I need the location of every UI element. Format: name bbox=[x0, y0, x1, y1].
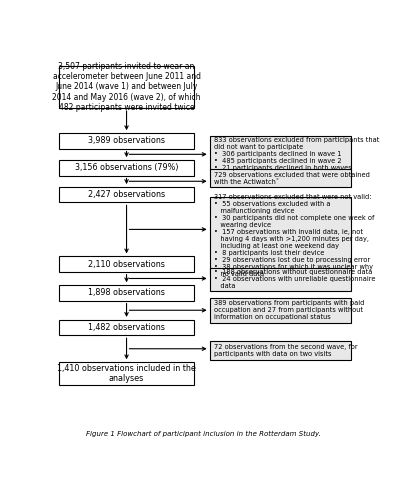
Bar bbox=[59, 187, 194, 202]
Bar bbox=[59, 66, 194, 108]
Text: 1,410 observations included in the
analyses: 1,410 observations included in the analy… bbox=[57, 364, 196, 384]
Bar bbox=[210, 268, 351, 291]
Bar bbox=[210, 341, 351, 360]
Text: 72 observations from the second wave, for
participants with data on two visits: 72 observations from the second wave, fo… bbox=[214, 344, 358, 357]
Text: Figure 1 Flowchart of participant inclusion in the Rotterdam Study.: Figure 1 Flowchart of participant inclus… bbox=[86, 431, 321, 438]
Text: 2,427 observations: 2,427 observations bbox=[88, 190, 165, 199]
Bar bbox=[59, 160, 194, 176]
Text: 389 observations from participants with paid
occupation and 27 from participants: 389 observations from participants with … bbox=[214, 300, 364, 320]
Text: 3,156 observations (79%): 3,156 observations (79%) bbox=[75, 164, 178, 172]
Text: 1,482 observations: 1,482 observations bbox=[88, 323, 165, 332]
Text: •  188 observations without questionnaire data
•  24 observations with unreliabl: • 188 observations without questionnaire… bbox=[214, 270, 376, 289]
Text: 3,989 observations: 3,989 observations bbox=[88, 136, 165, 145]
Bar bbox=[59, 285, 194, 300]
Text: 1,898 observations: 1,898 observations bbox=[88, 288, 165, 298]
Text: 317 observations excluded that were not valid:
•  55 observations excluded with : 317 observations excluded that were not … bbox=[214, 194, 375, 276]
Text: 833 observations excluded from participants that
did not want to participate
•  : 833 observations excluded from participa… bbox=[214, 136, 380, 170]
Bar bbox=[59, 362, 194, 386]
Bar bbox=[59, 256, 194, 272]
Text: 729 observations excluded that were obtained
with the Actiwatch˚: 729 observations excluded that were obta… bbox=[214, 172, 370, 184]
Bar bbox=[210, 298, 351, 323]
Bar bbox=[210, 136, 351, 171]
Bar bbox=[59, 320, 194, 336]
Text: 3,507 partipants invited to wear an
accelerometer between June 2011 and
June 201: 3,507 partipants invited to wear an acce… bbox=[52, 62, 201, 112]
Text: 2,110 observations: 2,110 observations bbox=[88, 260, 165, 268]
Bar bbox=[210, 196, 351, 274]
Bar bbox=[59, 133, 194, 148]
Bar bbox=[210, 170, 351, 187]
